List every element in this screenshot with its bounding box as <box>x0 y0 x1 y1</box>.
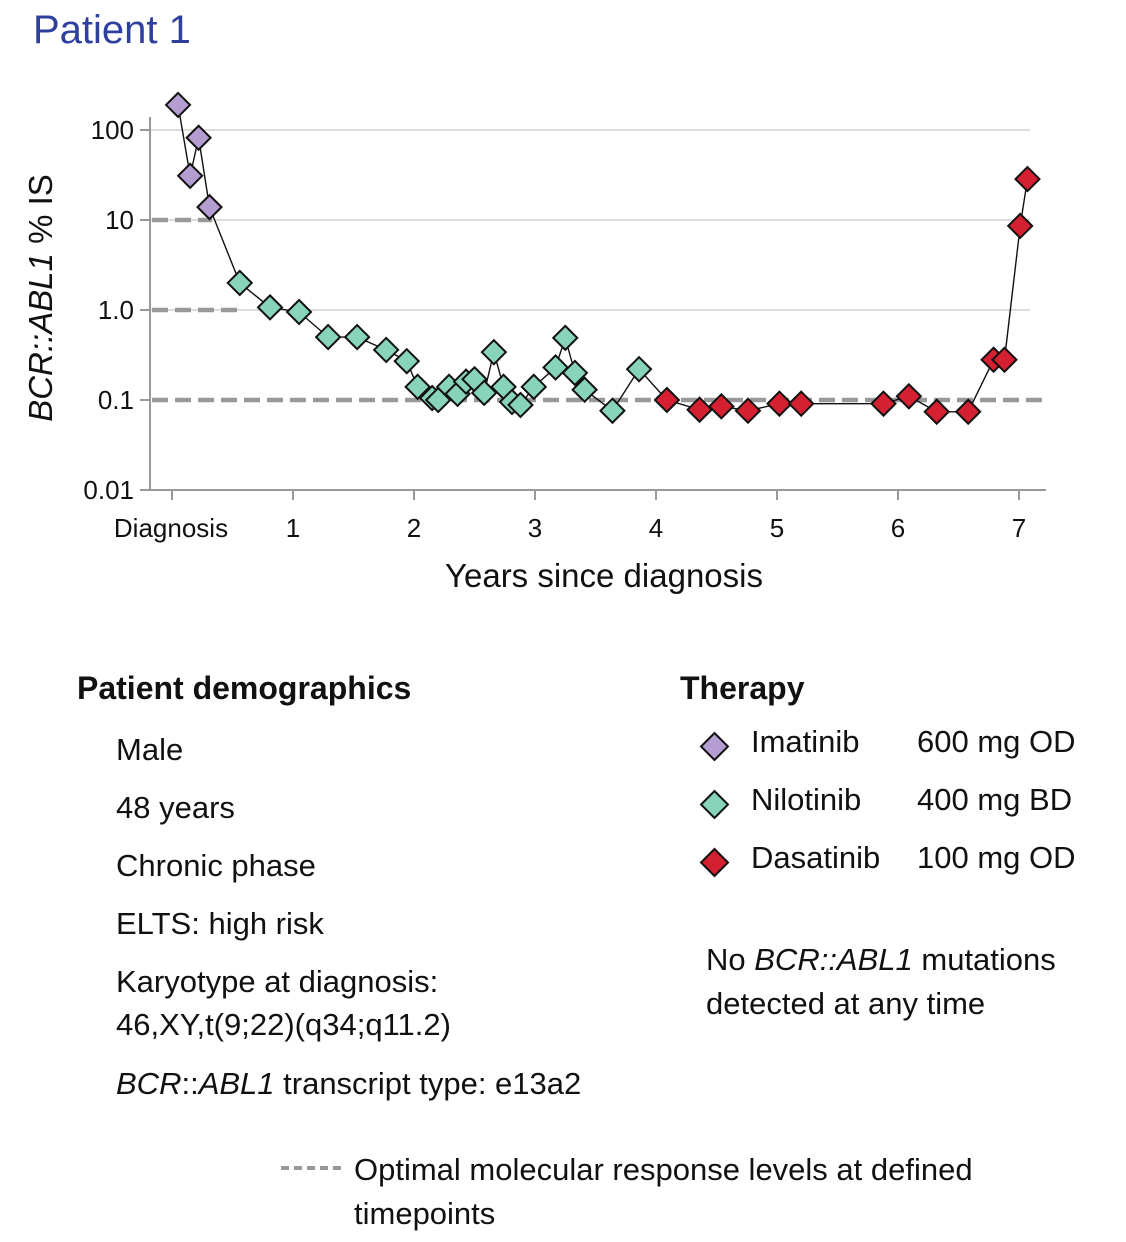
dasatinib-data-point <box>991 346 1018 374</box>
nilotinib-data-point <box>343 323 371 351</box>
dasatinib-data-point <box>707 392 735 420</box>
bcr-abl1-chart: 100 10 1.0 0.1 0.01 Diagnosis 1 2 3 4 5 6 7 Years sin… <box>22 91 1046 594</box>
therapy-drug: Imatinib <box>751 724 860 759</box>
dasatinib-data-point <box>787 390 815 418</box>
dasatinib-data-point <box>686 396 713 424</box>
nilotinib-data-point <box>256 293 284 321</box>
note-suffix: mutations detected at any time <box>706 942 1065 1021</box>
therapy-heading: Therapy <box>680 670 805 706</box>
dasatinib-data-point <box>923 398 951 426</box>
y-axis-title: BCR::ABL1 % IS <box>22 174 59 422</box>
nilotinib-data-point <box>393 347 421 375</box>
nilotinib-data-point <box>372 336 400 364</box>
y-tick-label: 100 <box>91 115 134 145</box>
therapy-dose: 400 mg BD <box>917 782 1073 817</box>
nilotinib-data-point <box>480 338 508 366</box>
karyotype-label: Karyotype at diagnosis: <box>116 964 439 999</box>
chart-title: Patient 1 <box>33 8 191 52</box>
x-tick-label: 5 <box>770 513 784 543</box>
x-tick-label: 1 <box>286 513 300 543</box>
response-trend-line <box>177 104 1029 413</box>
mutation-note: No BCR::ABL1 mutations detected at any t… <box>706 938 1126 1026</box>
x-tick-label: 6 <box>891 513 905 543</box>
therapy-dose: 100 mg OD <box>917 840 1076 875</box>
demographics-heading: Patient demographics <box>77 670 412 706</box>
note-prefix: No <box>706 942 755 977</box>
dasatinib-data-point <box>954 398 982 426</box>
therapy-drug: Nilotinib <box>751 782 862 817</box>
x-tick-label: 7 <box>1012 513 1026 543</box>
y-axis-title-gene: BCR::ABL1 <box>22 253 59 422</box>
legend-text: Optimal molecular response levels at def… <box>354 1152 973 1231</box>
nilotinib-data-point <box>285 298 313 326</box>
demographics-age: 48 years <box>116 790 235 825</box>
imatinib-data-point <box>164 91 192 119</box>
dasatinib-data-point <box>1014 165 1041 193</box>
transcript-gene-abl1: ABL1 <box>198 1066 275 1101</box>
nilotinib-data-point <box>599 397 626 425</box>
karyotype-value: 46,XY,t(9;22)(q34;q11.2) <box>116 1007 451 1042</box>
demographics-phase: Chronic phase <box>116 848 316 883</box>
x-tick-label: 2 <box>407 513 421 543</box>
x-tick-label: 4 <box>649 513 663 543</box>
nilotinib-data-point <box>561 359 589 387</box>
demographics-karyotype: Karyotype at diagnosis: 46,XY,t(9;22)(q3… <box>116 960 451 1047</box>
dashed-line-legend-icon <box>281 1166 341 1170</box>
imatinib-data-point <box>196 193 223 221</box>
y-tick-label: 10 <box>105 205 134 235</box>
therapy-dose: 600 mg OD <box>917 724 1076 759</box>
imatinib-data-point <box>176 162 204 190</box>
dasatinib-data-point <box>766 390 793 418</box>
nilotinib-data-point <box>404 373 432 401</box>
dasatinib-data-point <box>734 397 762 425</box>
dasatinib-diamond-icon <box>699 847 730 878</box>
transcript-gene-bcr: BCR <box>116 1066 182 1101</box>
imatinib-diamond-icon <box>699 731 730 762</box>
dasatinib-data-point <box>653 386 681 414</box>
nilotinib-data-point <box>507 391 534 419</box>
y-axis-title-unit: % IS <box>22 174 59 253</box>
y-tick-label: 0.1 <box>98 385 134 415</box>
dasatinib-data-point <box>895 382 923 410</box>
y-tick-label: 1.0 <box>98 295 134 325</box>
dasatinib-data-point <box>870 390 897 418</box>
therapy-drug: Dasatinib <box>751 840 881 875</box>
nilotinib-data-point <box>625 355 653 383</box>
nilotinib-data-point <box>542 354 569 381</box>
note-gene: BCR::ABL1 <box>754 942 913 977</box>
transcript-type: transcript type: e13a2 <box>274 1066 582 1101</box>
nilotinib-data-point <box>314 323 342 351</box>
demographics-transcript: BCR::ABL1 transcript type: e13a2 <box>116 1062 581 1106</box>
x-tick-label: 3 <box>528 513 542 543</box>
nilotinib-data-point <box>551 324 579 352</box>
transcript-separator: :: <box>181 1066 199 1101</box>
nilotinib-data-point <box>226 269 254 297</box>
x-tick-label: Diagnosis <box>114 513 228 543</box>
imatinib-data-point <box>185 124 213 152</box>
demographics-sex: Male <box>116 732 184 767</box>
nilotinib-data-point <box>520 373 548 401</box>
x-axis-title: Years since diagnosis <box>445 557 763 594</box>
demographics-elts: ELTS: high risk <box>116 906 324 941</box>
nilotinib-diamond-icon <box>699 789 730 820</box>
nilotinib-data-point <box>571 376 599 404</box>
y-tick-label: 0.01 <box>83 475 134 505</box>
dasatinib-data-point <box>1006 212 1034 240</box>
